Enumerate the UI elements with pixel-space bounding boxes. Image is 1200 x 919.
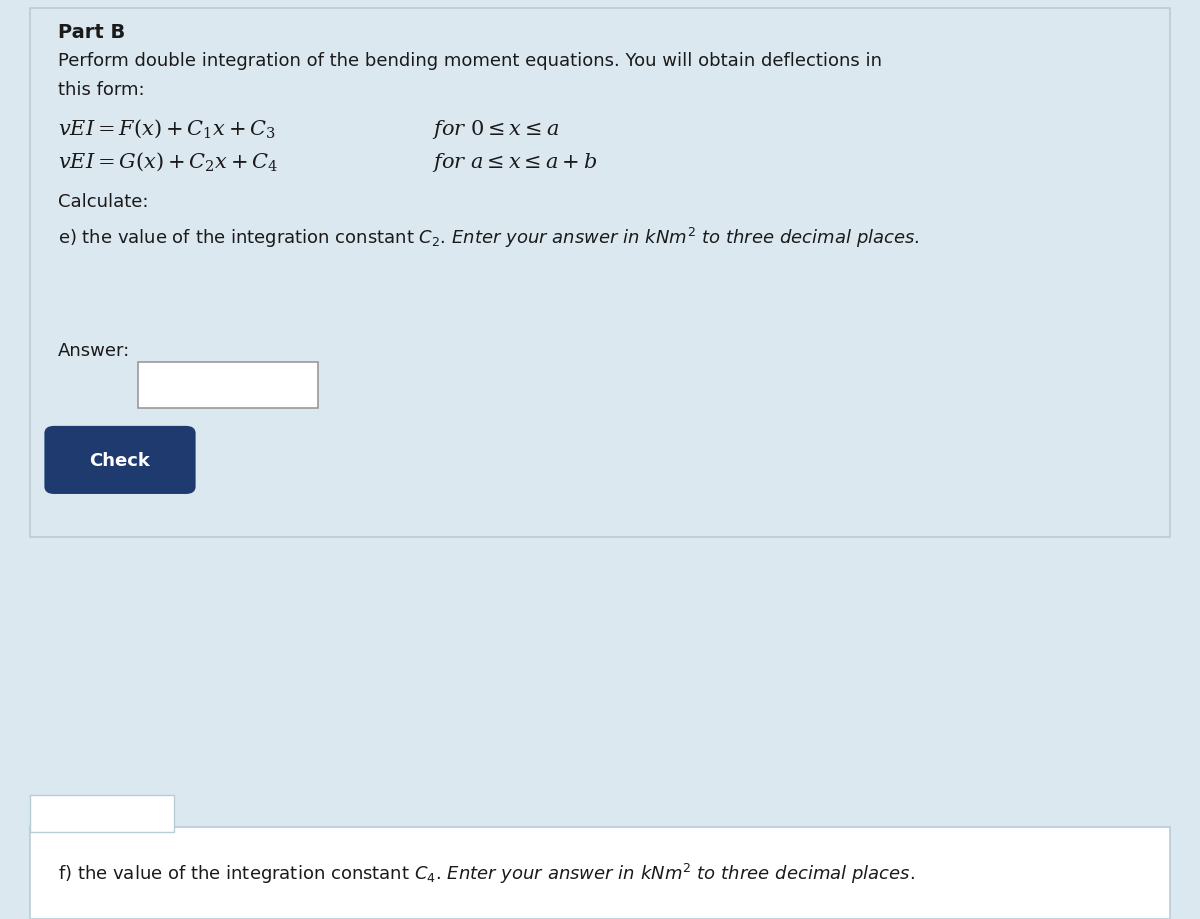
- FancyBboxPatch shape: [138, 363, 318, 409]
- Text: this form:: this form:: [58, 81, 144, 99]
- Text: Perform double integration of the bending moment equations. You will obtain defl: Perform double integration of the bendin…: [58, 51, 882, 70]
- FancyBboxPatch shape: [30, 795, 174, 832]
- FancyBboxPatch shape: [30, 9, 1170, 538]
- Text: $\mathit{for}\ 0 \leq x \leq a$: $\mathit{for}\ 0 \leq x \leq a$: [432, 118, 559, 141]
- Text: Calculate:: Calculate:: [58, 193, 148, 211]
- Text: e) the value of the integration constant $C_2$. $\mathit{Enter\ your\ answer\ in: e) the value of the integration constant…: [58, 225, 919, 249]
- FancyBboxPatch shape: [44, 426, 196, 494]
- Text: f) the value of the integration constant $C_4$. $\mathit{Enter\ your\ answer\ in: f) the value of the integration constant…: [58, 861, 914, 885]
- Text: $\mathit{for}\ a \leq x \leq a+b$: $\mathit{for}\ a \leq x \leq a+b$: [432, 151, 598, 174]
- Text: Part B: Part B: [58, 23, 125, 42]
- Text: Check: Check: [90, 451, 150, 470]
- Text: $vEI = F(x) + C_1x + C_3$: $vEI = F(x) + C_1x + C_3$: [58, 118, 276, 141]
- Text: $vEI = G(x) + C_2x + C_4$: $vEI = G(x) + C_2x + C_4$: [58, 151, 278, 174]
- FancyBboxPatch shape: [30, 827, 1170, 919]
- Text: Answer:: Answer:: [58, 342, 130, 360]
